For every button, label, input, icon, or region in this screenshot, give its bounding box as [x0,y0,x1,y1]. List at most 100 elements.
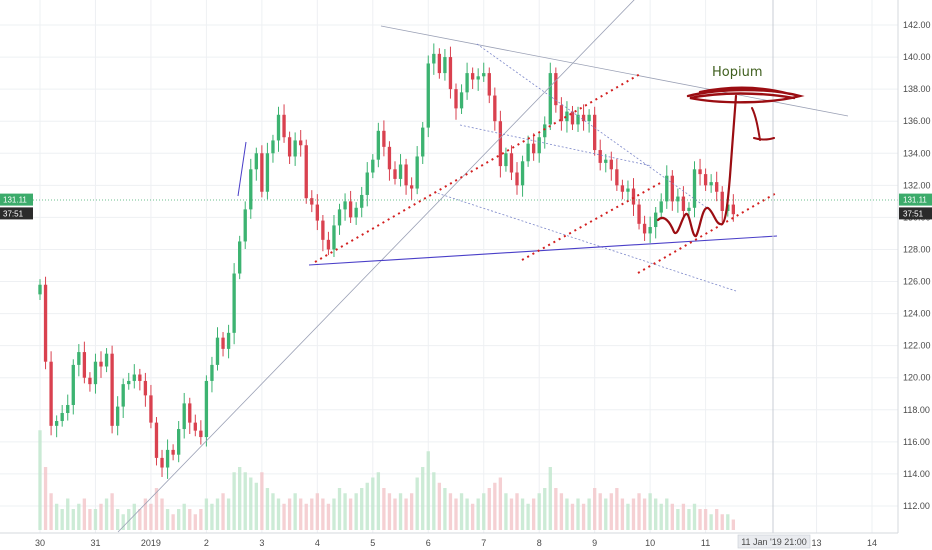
volume-bar [720,514,724,530]
candle-body [360,194,364,208]
candle-body [482,73,486,77]
volume-bar [287,498,292,530]
candle-body [99,361,103,367]
candle-body [204,380,209,438]
volume-bar [315,493,319,530]
candle-body [165,449,170,468]
candle-body [249,169,253,210]
candle-body [121,384,125,407]
price-tick-label: 112.00 [903,501,930,511]
volume-bar [581,503,586,530]
volume-bar [731,519,735,530]
candle-body [654,212,658,228]
candle-body [171,449,175,455]
volume-bar [360,488,364,530]
candle-body [687,207,691,211]
candle-body [398,164,403,179]
volume-bar [709,514,713,530]
candle-body [348,201,353,218]
candle-body [459,92,464,109]
volume-bar [387,493,392,530]
candle-body [465,73,469,93]
volume-bar [498,477,503,530]
candle-body [531,143,536,154]
candle-body [648,227,652,234]
volume-bar [238,467,242,530]
candle-body [160,457,164,468]
candles [38,43,735,479]
candle-body [626,188,630,192]
candle-body [321,220,325,240]
price-badges: 131.11 131.11 37:51 37:51 [0,193,932,220]
volume-bar [66,498,70,530]
volume-bar [482,493,486,530]
volume-bar [177,509,181,530]
volume-bar [104,498,109,530]
candle-body [354,207,358,218]
volume-bar [665,498,669,530]
support-line [308,235,778,266]
volume-bar [182,503,186,530]
candle-body [393,169,397,179]
volume-bar [620,498,625,530]
candle-body [221,337,225,349]
candle-body [703,174,708,186]
time-tick-label: 7 [481,538,486,548]
price-tick-label: 134.00 [903,148,931,158]
candle-body [104,353,109,367]
volume-bar [221,493,225,530]
price-tick-label: 114.00 [903,469,930,479]
price-badge-left-label: 131.11 [3,196,27,205]
time-tick-label: 3 [259,538,264,548]
price-tick-label: 126.00 [903,277,931,287]
candle-body [409,185,414,189]
volume-bar [537,493,541,530]
candle-body [520,161,525,186]
volume-bar [543,488,547,530]
candle-body [265,153,270,192]
volume-bar [49,493,53,530]
candle-body [604,159,608,163]
trendline-thin-low [433,191,737,292]
volume-bar [299,498,303,530]
candle-body [149,395,153,423]
candle-body [576,114,580,125]
volume-bar [88,509,92,530]
candle-body [698,169,702,175]
price-badge-right [899,193,932,206]
candle-body [238,241,242,274]
candle-body [138,374,142,381]
candle-body [731,204,735,215]
volume-bar [393,498,397,530]
candle-body [82,352,87,378]
candle-body [559,105,564,122]
volume-bar [426,451,430,530]
candle-body [132,374,136,381]
volume-bar [376,472,381,530]
candle-body [77,352,81,365]
candle-body [526,143,530,162]
time-axis[interactable]: 30 31 2019 2 3 4 5 6 7 8 9 10 11 13 14 11 Jan '19 21:0… [0,532,898,549]
candle-body [49,361,53,426]
volume-bar [615,488,619,530]
volume-bar [520,498,525,530]
candle-body [665,175,669,202]
volume-bar [415,477,419,530]
candle-body [470,73,475,80]
candle-body [709,182,713,186]
candle-body [371,159,375,173]
candle-body [421,127,425,157]
volume-bar [715,509,719,530]
volume-bar [470,503,475,530]
volume-bar [604,498,608,530]
hand-drawn-projection [656,94,738,238]
candle-body [615,169,619,186]
candle-body [437,53,442,74]
candle-body [337,209,342,226]
volume-bar [188,509,192,530]
volume-bar [371,477,375,530]
volume-bar [570,503,575,530]
volume-bar [293,493,297,530]
drawings: Hopium [0,0,898,533]
